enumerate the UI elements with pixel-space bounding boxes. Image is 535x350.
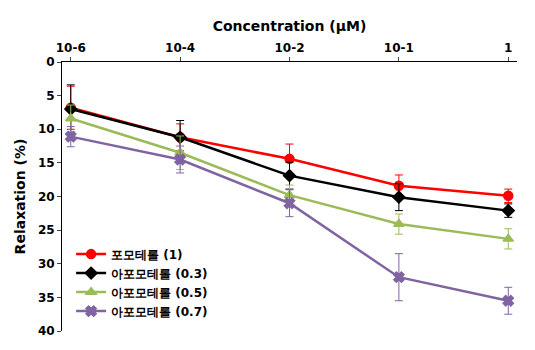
svg-text:아포모테롤 (0.3): 아포모테롤 (0.3)	[111, 267, 207, 281]
svg-text:15: 15	[38, 156, 55, 170]
svg-text:30: 30	[38, 257, 55, 271]
svg-text:10: 10	[38, 122, 55, 136]
svg-text:0: 0	[46, 55, 54, 69]
svg-text:20: 20	[38, 190, 55, 204]
svg-text:25: 25	[38, 223, 55, 237]
svg-text:Relaxation (%): Relaxation (%)	[12, 139, 28, 255]
svg-text:10-2: 10-2	[274, 41, 304, 55]
svg-text:35: 35	[38, 291, 55, 305]
svg-text:40: 40	[38, 324, 55, 338]
svg-text:10-4: 10-4	[165, 41, 195, 55]
svg-text:10-1: 10-1	[384, 41, 414, 55]
svg-text:아포모테롤 (0.7): 아포모테롤 (0.7)	[111, 305, 207, 319]
svg-text:Concentration (μM): Concentration (μM)	[213, 18, 367, 34]
svg-text:포모테롤 (1): 포모테롤 (1)	[111, 248, 183, 262]
svg-text:1: 1	[504, 41, 512, 55]
svg-text:아포모테롤 (0.5): 아포모테롤 (0.5)	[111, 286, 207, 300]
svg-text:10-6: 10-6	[56, 41, 86, 55]
svg-text:5: 5	[46, 89, 54, 103]
